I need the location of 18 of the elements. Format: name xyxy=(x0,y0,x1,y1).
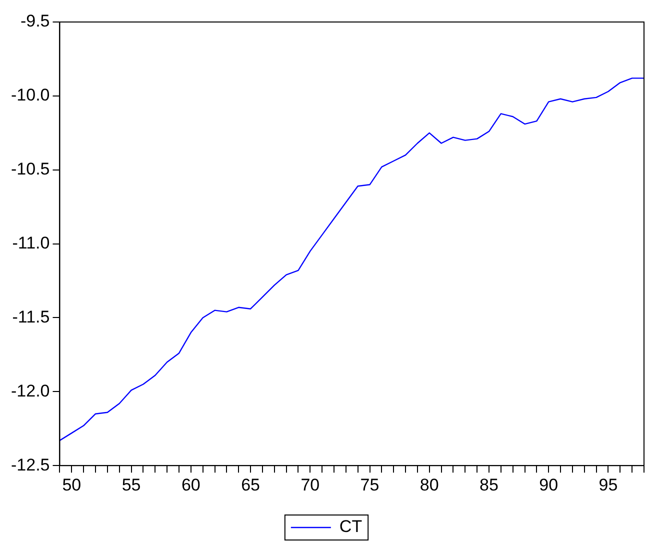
x-tick-label: 50 xyxy=(62,475,82,494)
legend-label: CT xyxy=(339,517,362,536)
x-tick-label: 65 xyxy=(241,475,260,494)
x-tick-label: 75 xyxy=(360,475,380,494)
y-tick-label: -10.0 xyxy=(11,86,50,105)
x-tick-label: 60 xyxy=(181,475,200,494)
x-tick-label: 90 xyxy=(539,475,558,494)
y-tick-label: -11.0 xyxy=(12,233,50,252)
y-tick-label: -11.5 xyxy=(12,307,50,326)
x-tick-label: 85 xyxy=(480,475,498,494)
x-tick-label: 95 xyxy=(598,475,618,494)
y-tick-label: -12.5 xyxy=(11,455,50,474)
x-tick-label: 55 xyxy=(122,475,141,494)
y-tick-label: -9.5 xyxy=(20,12,50,31)
x-tick-label: 80 xyxy=(420,475,439,494)
y-tick-label: -12.0 xyxy=(11,381,50,400)
x-tick-label: 70 xyxy=(300,475,320,494)
y-tick-label: -10.5 xyxy=(11,160,50,179)
